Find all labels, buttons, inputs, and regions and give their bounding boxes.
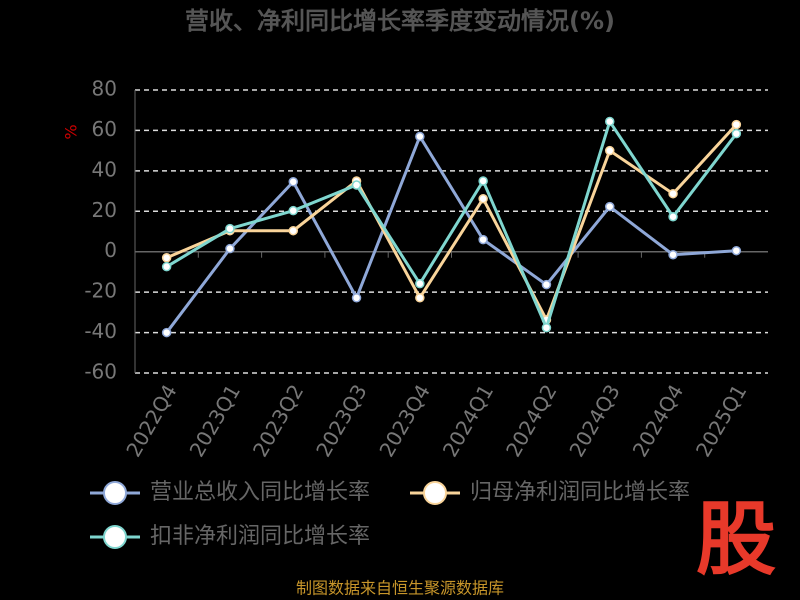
point xyxy=(731,245,742,256)
legend-label: 营业总收入同比增长率 xyxy=(150,480,370,505)
legend-label: 扣非净利润同比增长率 xyxy=(150,524,370,549)
legend-label: 归母净利润同比增长率 xyxy=(470,480,690,505)
y-axis-label: % xyxy=(62,124,81,139)
point xyxy=(161,327,172,338)
point xyxy=(605,201,615,212)
point xyxy=(351,180,362,190)
point xyxy=(288,205,298,216)
legend-marker xyxy=(103,481,127,505)
point xyxy=(161,253,172,263)
series-line xyxy=(166,123,738,324)
y-tick-label: 60 xyxy=(92,117,117,141)
point xyxy=(415,278,425,289)
point xyxy=(731,119,742,130)
point xyxy=(478,234,488,245)
y-tick-label: -20 xyxy=(84,279,117,303)
point xyxy=(225,243,235,254)
point xyxy=(415,293,425,303)
chart-title: 营收、净利同比增长率季度变动情况(%) xyxy=(185,7,615,35)
series-line xyxy=(165,118,738,333)
point xyxy=(668,211,678,222)
series-line xyxy=(165,133,737,334)
point xyxy=(541,322,552,333)
y-tick-label: 80 xyxy=(92,77,117,101)
logo: 股 xyxy=(696,493,776,586)
source: 制图数据来自恒生聚源数据库 xyxy=(296,579,504,598)
point xyxy=(288,177,298,187)
point xyxy=(731,128,742,139)
point xyxy=(541,279,552,290)
point xyxy=(668,188,678,199)
y-tick-label: 40 xyxy=(92,157,117,181)
point xyxy=(225,223,235,234)
point xyxy=(478,176,488,186)
y-tick-label: -60 xyxy=(84,360,117,384)
point xyxy=(668,249,678,260)
point xyxy=(161,261,172,272)
y-tick-label: 20 xyxy=(92,198,117,222)
point xyxy=(478,194,488,204)
y-tick-label: 0 xyxy=(104,238,117,262)
point xyxy=(605,116,615,127)
point xyxy=(415,131,425,142)
point xyxy=(288,225,298,236)
legend-marker xyxy=(423,481,447,505)
y-tick-label: -40 xyxy=(84,319,117,343)
point xyxy=(351,293,362,303)
point xyxy=(605,145,615,156)
legend-marker xyxy=(103,525,127,549)
